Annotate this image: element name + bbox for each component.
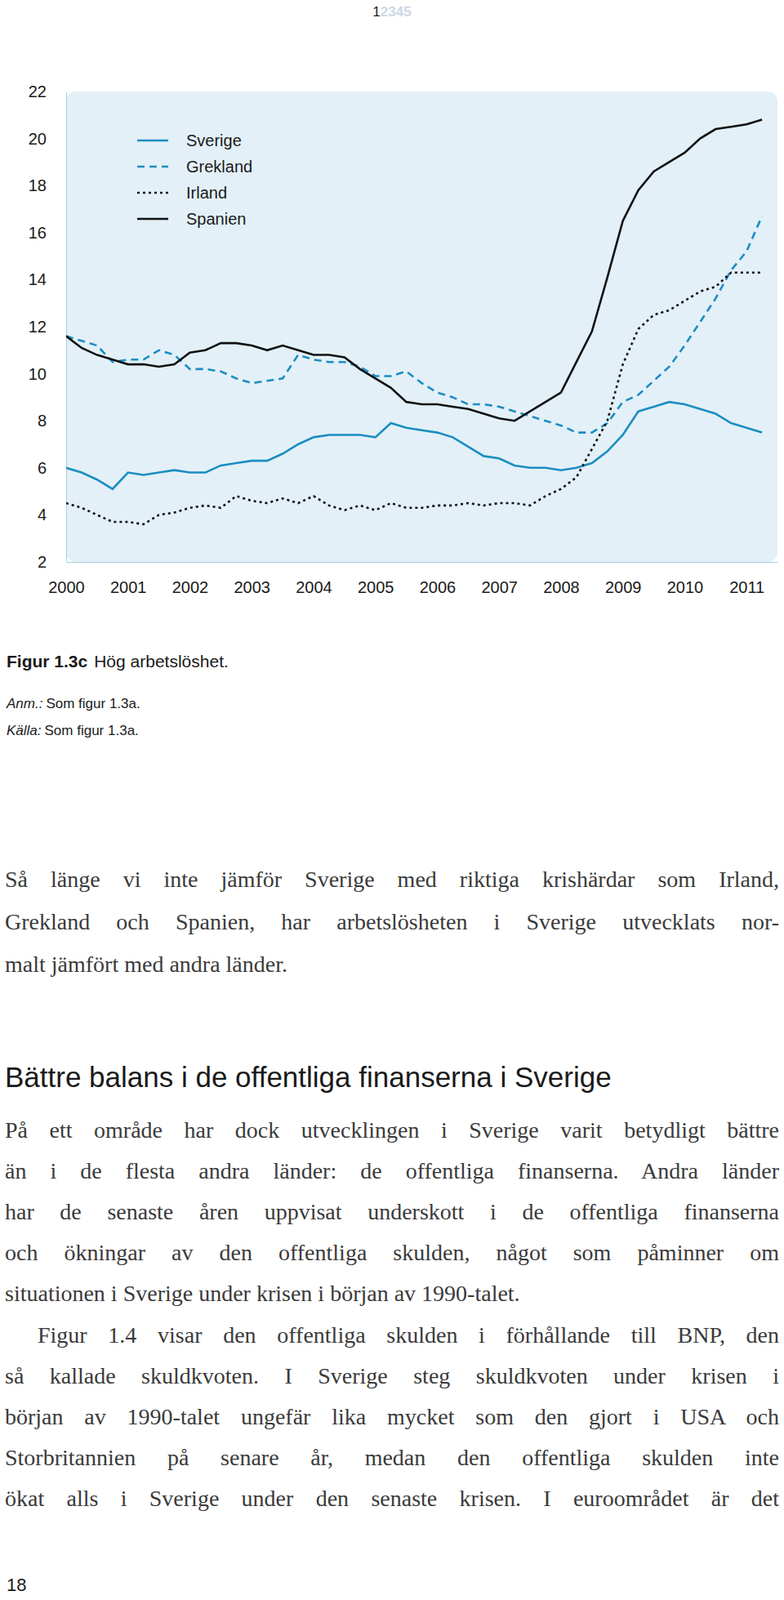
text-line: och ökningar av den offentliga skulden, … xyxy=(4,1238,780,1268)
caption-source-label: Källa: xyxy=(6,722,42,739)
legend: Sverige Grekland Irland Spanien xyxy=(137,131,253,228)
legend-key xyxy=(137,191,169,195)
page-nav-item: 1 xyxy=(372,4,380,20)
x-tick: 2011 xyxy=(729,561,765,597)
text-line: situationen i Sverige under krisen i bör… xyxy=(4,1278,780,1309)
y-tick-label: 4 xyxy=(37,505,47,524)
x-tick-label: 2008 xyxy=(543,578,580,597)
y-tick: 20 xyxy=(28,129,67,148)
series-line xyxy=(66,272,762,525)
x-tick: 2007 xyxy=(481,561,518,597)
page-nav-item: 4 xyxy=(396,4,404,20)
y-tick: 14 xyxy=(28,270,67,289)
x-tick-label: 2007 xyxy=(481,578,518,597)
text-line: På ett område har dock utvecklingen i Sv… xyxy=(4,1115,780,1145)
section-heading: Bättre balans i de offentliga finanserna… xyxy=(4,1059,612,1096)
y-tick-label: 6 xyxy=(37,458,47,477)
series-line xyxy=(66,216,762,433)
x-tick: 2002 xyxy=(172,561,210,597)
text-line: Figur 1.4 visar den offentliga skulden i… xyxy=(37,1320,780,1350)
y-tick: 8 xyxy=(37,411,67,430)
y-tick-label: 8 xyxy=(37,411,47,430)
plot-background xyxy=(66,91,778,562)
y-tick: 18 xyxy=(28,176,67,195)
y-tick-label: 22 xyxy=(28,82,47,101)
x-tick: 2003 xyxy=(233,561,271,597)
caption-title: Hög arbetslöshet. xyxy=(93,651,229,671)
text-line: Grekland och Spanien, har arbetslösheten… xyxy=(4,907,780,937)
page-nav: 12345 xyxy=(0,3,784,22)
y-tick-label: 12 xyxy=(28,317,47,336)
y-tick: 4 xyxy=(37,505,67,524)
y-tick: 22 xyxy=(28,82,67,101)
text-line: malt jämfört med andra länder. xyxy=(4,949,780,980)
text-line: har de senaste åren uppvisat underskott … xyxy=(4,1197,780,1227)
y-tick-label: 20 xyxy=(28,129,47,148)
lines xyxy=(66,120,762,525)
x-tick-label: 2009 xyxy=(605,578,642,597)
x-tick-label: 2005 xyxy=(357,578,395,597)
text-line: Storbritannien på senare år, medan den o… xyxy=(4,1443,780,1473)
y-tick: 12 xyxy=(28,317,67,336)
legend-key xyxy=(137,139,169,143)
caption: Figur 1.3cHög arbetslöshet. xyxy=(6,650,229,673)
y-axis: 2 4 6 8 10 12 14 16 18 20 22 xyxy=(28,82,67,571)
y-tick-label: 14 xyxy=(28,270,47,289)
x-tick: 2001 xyxy=(110,561,147,597)
text-line: så kallade skuldkvoten. I Sverige steg s… xyxy=(4,1361,780,1391)
caption-note: Anm.:Som figur 1.3a. xyxy=(6,694,141,713)
x-tick: 2006 xyxy=(419,561,457,597)
series-line xyxy=(66,401,762,490)
x-tick-label: 2011 xyxy=(729,578,765,597)
y-tick: 16 xyxy=(28,223,67,242)
x-tick: 2000 xyxy=(48,561,85,597)
x-axis-line xyxy=(66,561,779,563)
caption-note-label: Anm.: xyxy=(6,695,43,712)
x-tick-label: 2001 xyxy=(110,578,147,597)
page-nav-item: 5 xyxy=(403,4,411,20)
legend-key xyxy=(137,165,169,169)
caption-label: Figur 1.3c xyxy=(6,651,88,671)
y-tick: 6 xyxy=(37,458,67,477)
x-tick-label: 2006 xyxy=(419,578,457,597)
y-tick-label: 18 xyxy=(28,176,47,195)
y-tick: 10 xyxy=(28,365,67,384)
y-axis-line xyxy=(66,92,67,563)
legend-key xyxy=(137,218,169,221)
x-tick-label: 2002 xyxy=(172,578,210,597)
caption-source-text: Som figur 1.3a. xyxy=(44,722,139,739)
legend-label: Grekland xyxy=(186,157,253,176)
x-axis: 2000 2001 2002 2003 2004 2005 2006 2007 2008 2009… xyxy=(48,561,778,597)
x-tick: 2010 xyxy=(667,561,704,597)
legend-label: Irland xyxy=(186,183,228,202)
text-line: början av 1990-talet ungefär lika mycket… xyxy=(4,1402,780,1432)
y-tick-label: 10 xyxy=(28,365,47,384)
x-tick-label: 2000 xyxy=(48,578,85,597)
caption-note-text: Som figur 1.3a. xyxy=(45,695,140,712)
text-line: Så länge vi inte jämför Sverige med rikt… xyxy=(4,864,780,895)
y-tick-label: 16 xyxy=(28,223,47,242)
page-number: 18 xyxy=(6,1573,27,1597)
y-tick: 2 xyxy=(37,552,67,571)
legend-label: Spanien xyxy=(186,209,246,228)
x-tick: 2004 xyxy=(295,561,333,597)
legend-label: Sverige xyxy=(186,131,242,150)
x-tick-label: 2010 xyxy=(667,578,704,597)
chart: 2000 2001 2002 2003 2004 2005 2006 2007 2008 2009… xyxy=(0,0,784,621)
x-tick: 2005 xyxy=(357,561,395,597)
text-line: än i de flesta andra länder: de offentli… xyxy=(4,1156,780,1186)
x-tick-label: 2003 xyxy=(233,578,271,597)
x-tick: 2008 xyxy=(543,561,580,597)
page-nav-item: 2 xyxy=(380,4,388,20)
text-line: ökat alls i Sverige under den senaste kr… xyxy=(4,1483,780,1514)
series-line xyxy=(66,120,762,422)
caption-source: Källa:Som figur 1.3a. xyxy=(6,721,139,740)
x-tick-label: 2004 xyxy=(295,578,333,597)
x-tick: 2009 xyxy=(605,561,642,597)
page-nav-item: 3 xyxy=(387,4,396,20)
y-tick-label: 2 xyxy=(37,552,47,571)
